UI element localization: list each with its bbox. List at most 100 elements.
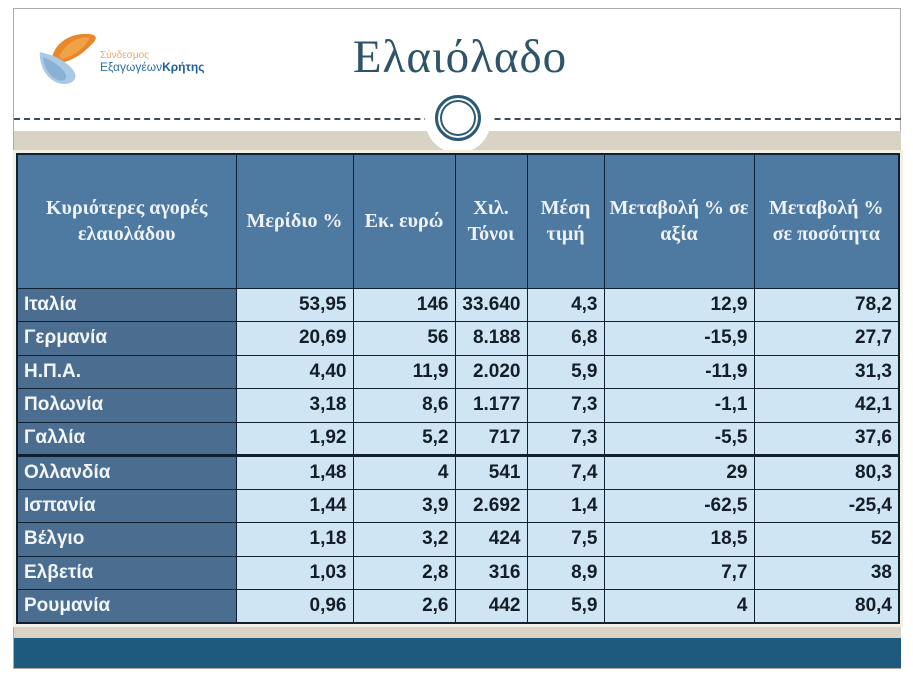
value-cell: 56 [352, 321, 456, 356]
value-cell: 2,6 [352, 589, 456, 624]
value-cell: -1,1 [603, 388, 755, 423]
header-change-quantity: Μεταβολή % σε ποσότητα [753, 153, 900, 289]
value-cell: 4 [603, 589, 755, 624]
value-cell: 2.020 [454, 354, 528, 389]
logo-line2-bold: Κρήτης [162, 60, 205, 74]
value-cell: 78,2 [753, 287, 900, 322]
value-cell: 1,48 [235, 454, 354, 490]
table-row: Βέλγιο 1,18 3,2 424 7,5 18,5 52 [16, 522, 900, 557]
slide-title: Ελαιόλαδο [352, 31, 568, 83]
footer-accent-bar [14, 638, 901, 668]
value-cell: 717 [454, 421, 528, 456]
value-cell: 37,6 [753, 421, 900, 456]
value-cell: -5,5 [603, 421, 755, 456]
value-cell: 29 [603, 454, 755, 490]
value-cell: 7,3 [526, 388, 605, 423]
value-cell: 1,44 [235, 488, 354, 523]
value-cell: -11,9 [603, 354, 755, 389]
value-cell: 5,9 [526, 354, 605, 389]
table-row: Ελβετία 1,03 2,8 316 8,9 7,7 38 [16, 555, 900, 590]
value-cell: 4,40 [235, 354, 354, 389]
value-cell: 2,8 [352, 555, 456, 590]
logo-line1: Σύνδεσμος [100, 50, 149, 61]
divider-circle-ornament [435, 95, 481, 141]
value-cell: 4,3 [526, 287, 605, 322]
market-name-cell: Ολλανδία [16, 454, 237, 490]
value-cell: 27,7 [753, 321, 900, 356]
value-cell: 3,18 [235, 388, 354, 423]
value-cell: 5,9 [526, 589, 605, 624]
value-cell: 5,2 [352, 421, 456, 456]
value-cell: 7,5 [526, 522, 605, 557]
logo-line2-regular: Εξαγωγέων [100, 60, 163, 74]
value-cell: 3,9 [352, 488, 456, 523]
value-cell: 80,4 [753, 589, 900, 624]
header-thous-tons: Χιλ. Τόνοι [454, 153, 528, 289]
market-name-cell: Ιταλία [16, 287, 237, 322]
value-cell: 38 [753, 555, 900, 590]
value-cell: 31,3 [753, 354, 900, 389]
value-cell: 4 [352, 454, 456, 490]
value-cell: 3,2 [352, 522, 456, 557]
value-cell: 33.640 [454, 287, 528, 322]
value-cell: 146 [352, 287, 456, 322]
value-cell: 1,4 [526, 488, 605, 523]
value-cell: 541 [454, 454, 528, 490]
value-cell: 1,92 [235, 421, 354, 456]
market-name-cell: Γερμανία [16, 321, 237, 356]
value-cell: -15,9 [603, 321, 755, 356]
table-row: Ιταλία 53,95 146 33.640 4,3 12,9 78,2 [16, 287, 900, 322]
table-row: Ολλανδία 1,48 4 541 7,4 29 80,3 [16, 454, 900, 490]
logo-text: Σύνδεσμος ΕξαγωγέωνΚρήτης [100, 50, 204, 74]
table-row: Ρουμανία 0,96 2,6 442 5,9 4 80,4 [16, 589, 900, 624]
value-cell: -62,5 [603, 488, 755, 523]
value-cell: 0,96 [235, 589, 354, 624]
market-name-cell: Ελβετία [16, 555, 237, 590]
value-cell: 11,9 [352, 354, 456, 389]
value-cell: 1,18 [235, 522, 354, 557]
value-cell: 1.177 [454, 388, 528, 423]
data-table: Κυριότερες αγορές ελαιολάδου Μερίδιο % Ε… [16, 153, 900, 624]
value-cell: 8,9 [526, 555, 605, 590]
table-row: Η.Π.Α. 4,40 11,9 2.020 5,9 -11,9 31,3 [16, 354, 900, 389]
value-cell: 8,6 [352, 388, 456, 423]
table-header-row: Κυριότερες αγορές ελαιολάδου Μερίδιο % Ε… [16, 153, 900, 289]
value-cell: 424 [454, 522, 528, 557]
value-cell: 12,9 [603, 287, 755, 322]
table-row: Ισπανία 1,44 3,9 2.692 1,4 -62,5 -25,4 [16, 488, 900, 523]
table-row: Πολωνία 3,18 8,6 1.177 7,3 -1,1 42,1 [16, 388, 900, 423]
value-cell: 1,03 [235, 555, 354, 590]
market-name-cell: Ρουμανία [16, 589, 237, 624]
value-cell: 316 [454, 555, 528, 590]
value-cell: 42,1 [753, 388, 900, 423]
value-cell: 2.692 [454, 488, 528, 523]
header-mil-euro: Εκ. ευρώ [352, 153, 456, 289]
bird-logo-icon [39, 33, 96, 85]
value-cell: 80,3 [753, 454, 900, 490]
value-cell: 8.188 [454, 321, 528, 356]
value-cell: 442 [454, 589, 528, 624]
value-cell: 20,69 [235, 321, 354, 356]
value-cell: 7,4 [526, 454, 605, 490]
market-name-cell: Η.Π.Α. [16, 354, 237, 389]
table-row: Γαλλία 1,92 5,2 717 7,3 -5,5 37,6 [16, 421, 900, 456]
value-cell: 53,95 [235, 287, 354, 322]
olive-oil-markets-table: Κυριότερες αγορές ελαιολάδου Μερίδιο % Ε… [16, 153, 900, 624]
value-cell: 18,5 [603, 522, 755, 557]
table-row: Γερμανία 20,69 56 8.188 6,8 -15,9 27,7 [16, 321, 900, 356]
value-cell: 52 [753, 522, 900, 557]
market-name-cell: Βέλγιο [16, 522, 237, 557]
header-markets: Κυριότερες αγορές ελαιολάδου [16, 153, 237, 289]
header-change-value: Μεταβολή % σε αξία [603, 153, 755, 289]
value-cell: 7,3 [526, 421, 605, 456]
header-avg-price: Μέση τιμή [526, 153, 605, 289]
value-cell: 7,7 [603, 555, 755, 590]
value-cell: -25,4 [753, 488, 900, 523]
header-share-pct: Μερίδιο % [235, 153, 354, 289]
table-body: Ιταλία 53,95 146 33.640 4,3 12,9 78,2 Γερμανία 2… [16, 287, 900, 624]
logo-line2: ΕξαγωγέωνΚρήτης [100, 60, 205, 74]
value-cell: 6,8 [526, 321, 605, 356]
market-name-cell: Ισπανία [16, 488, 237, 523]
market-name-cell: Γαλλία [16, 421, 237, 456]
